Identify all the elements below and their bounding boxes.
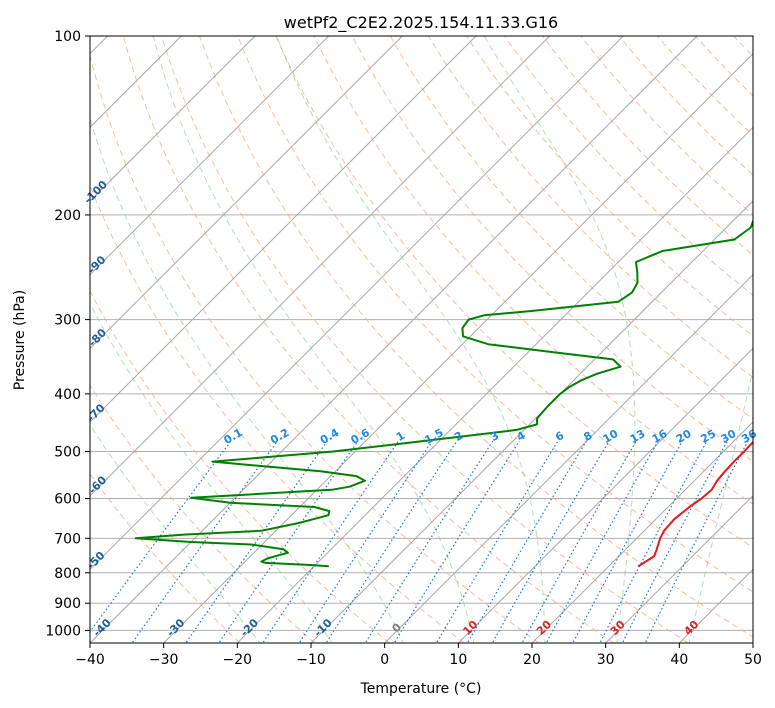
mixing-ratio-line — [364, 440, 494, 643]
isotherm-line — [310, 200, 753, 643]
mixing-ratio-line — [262, 440, 399, 643]
mixing-ratio-line — [131, 440, 279, 643]
y-tick-label: 600 — [54, 492, 81, 508]
dry-adiabats — [90, 36, 753, 643]
isotherm-line — [605, 494, 753, 643]
moist-adiabat — [90, 424, 261, 643]
x-tick-label: 30 — [597, 652, 615, 668]
x-tick-label: 20 — [523, 652, 541, 668]
chart-title: wetPf2_C2E2.2025.154.11.33.G16 — [284, 13, 558, 33]
y-tick-label: 800 — [54, 566, 81, 582]
dry-adiabat — [504, 36, 753, 296]
y-tick-label: 200 — [54, 208, 81, 224]
dry-adiabat — [351, 36, 753, 462]
dry-adiabat — [122, 36, 614, 643]
y-tick-label: 700 — [54, 531, 81, 547]
dry-adiabat — [389, 36, 753, 420]
mixing-ratio-line — [393, 440, 520, 643]
isotherm-line — [531, 421, 753, 643]
dry-adiabat — [313, 36, 753, 505]
y-tick-label: 500 — [54, 444, 81, 460]
isotherm-line — [90, 36, 624, 571]
x-tick-label: −40 — [75, 652, 105, 668]
plot-frame — [89, 35, 754, 644]
isotherm-line — [90, 36, 403, 350]
y-axis-title: Pressure (hPa) — [12, 290, 28, 390]
x-axis-title: Temperature (°C) — [360, 681, 482, 697]
isotherm-line — [163, 52, 753, 643]
y-tick-label: 900 — [54, 596, 81, 612]
moist-adiabat — [90, 116, 404, 643]
dry-adiabat — [90, 184, 465, 643]
moist-adiabat — [276, 36, 546, 643]
moist-adiabat — [483, 36, 636, 643]
x-tick-label: −20 — [223, 652, 253, 668]
dry-adiabat — [199, 36, 753, 638]
dry-adiabat — [275, 36, 753, 549]
dry-adiabat — [237, 36, 753, 593]
mixing-ratio-lines — [90, 440, 749, 643]
dry-adiabat — [90, 289, 390, 643]
mixing-ratio-line — [435, 440, 559, 643]
mixing-ratio-line — [572, 440, 683, 643]
moist-adiabat — [90, 302, 333, 643]
dry-adiabat — [618, 36, 753, 176]
dewpoint-profile — [134, 218, 753, 568]
mixing-ratio-line — [621, 440, 728, 643]
x-tick-label: 40 — [670, 652, 688, 668]
x-tick-label: 50 — [744, 652, 762, 668]
isotherm-line — [90, 36, 330, 276]
mixing-ratio-line — [466, 440, 588, 643]
y-tick-label: 1000 — [45, 623, 81, 639]
moist-adiabats — [90, 36, 753, 643]
sounding-profiles — [134, 218, 753, 568]
dry-adiabat — [542, 36, 753, 256]
skewed-isotherms — [90, 36, 753, 643]
mixing-ratio-line — [644, 440, 749, 643]
isotherm-line — [90, 36, 551, 497]
plot-area — [90, 36, 753, 643]
dry-adiabat — [90, 472, 241, 643]
isotherm-line — [384, 273, 753, 643]
axes: −40 −30 −20 −10 0 10 20 30 40 50 100 200 300 400 500 60… — [45, 29, 762, 668]
isotherm-line — [90, 36, 256, 202]
dry-adiabat — [427, 36, 753, 378]
isotherm-line — [236, 126, 753, 643]
mixing-ratio-line — [491, 440, 610, 643]
y-tick-label: 300 — [54, 313, 81, 329]
y-tick-label: 400 — [54, 387, 81, 403]
x-tick-label: 0 — [380, 652, 389, 668]
isotherm-line — [457, 347, 753, 643]
x-tick-label: −30 — [149, 652, 179, 668]
moist-adiabat — [152, 36, 475, 643]
y-tick-label: 100 — [54, 29, 81, 45]
dry-adiabat — [90, 53, 540, 643]
dry-adiabat — [161, 36, 689, 643]
x-tick-label: −10 — [296, 652, 326, 668]
mixing-ratio-line — [298, 440, 433, 643]
mixing-ratio-line — [185, 440, 328, 643]
moist-adiabat — [688, 367, 753, 643]
isotherm-line — [90, 36, 477, 423]
mixing-ratio-line — [521, 440, 637, 643]
x-tick-label: 10 — [449, 652, 467, 668]
temperature-profile — [637, 440, 753, 568]
mixing-ratio-line — [325, 440, 458, 643]
mixing-ratio-line — [599, 440, 708, 643]
